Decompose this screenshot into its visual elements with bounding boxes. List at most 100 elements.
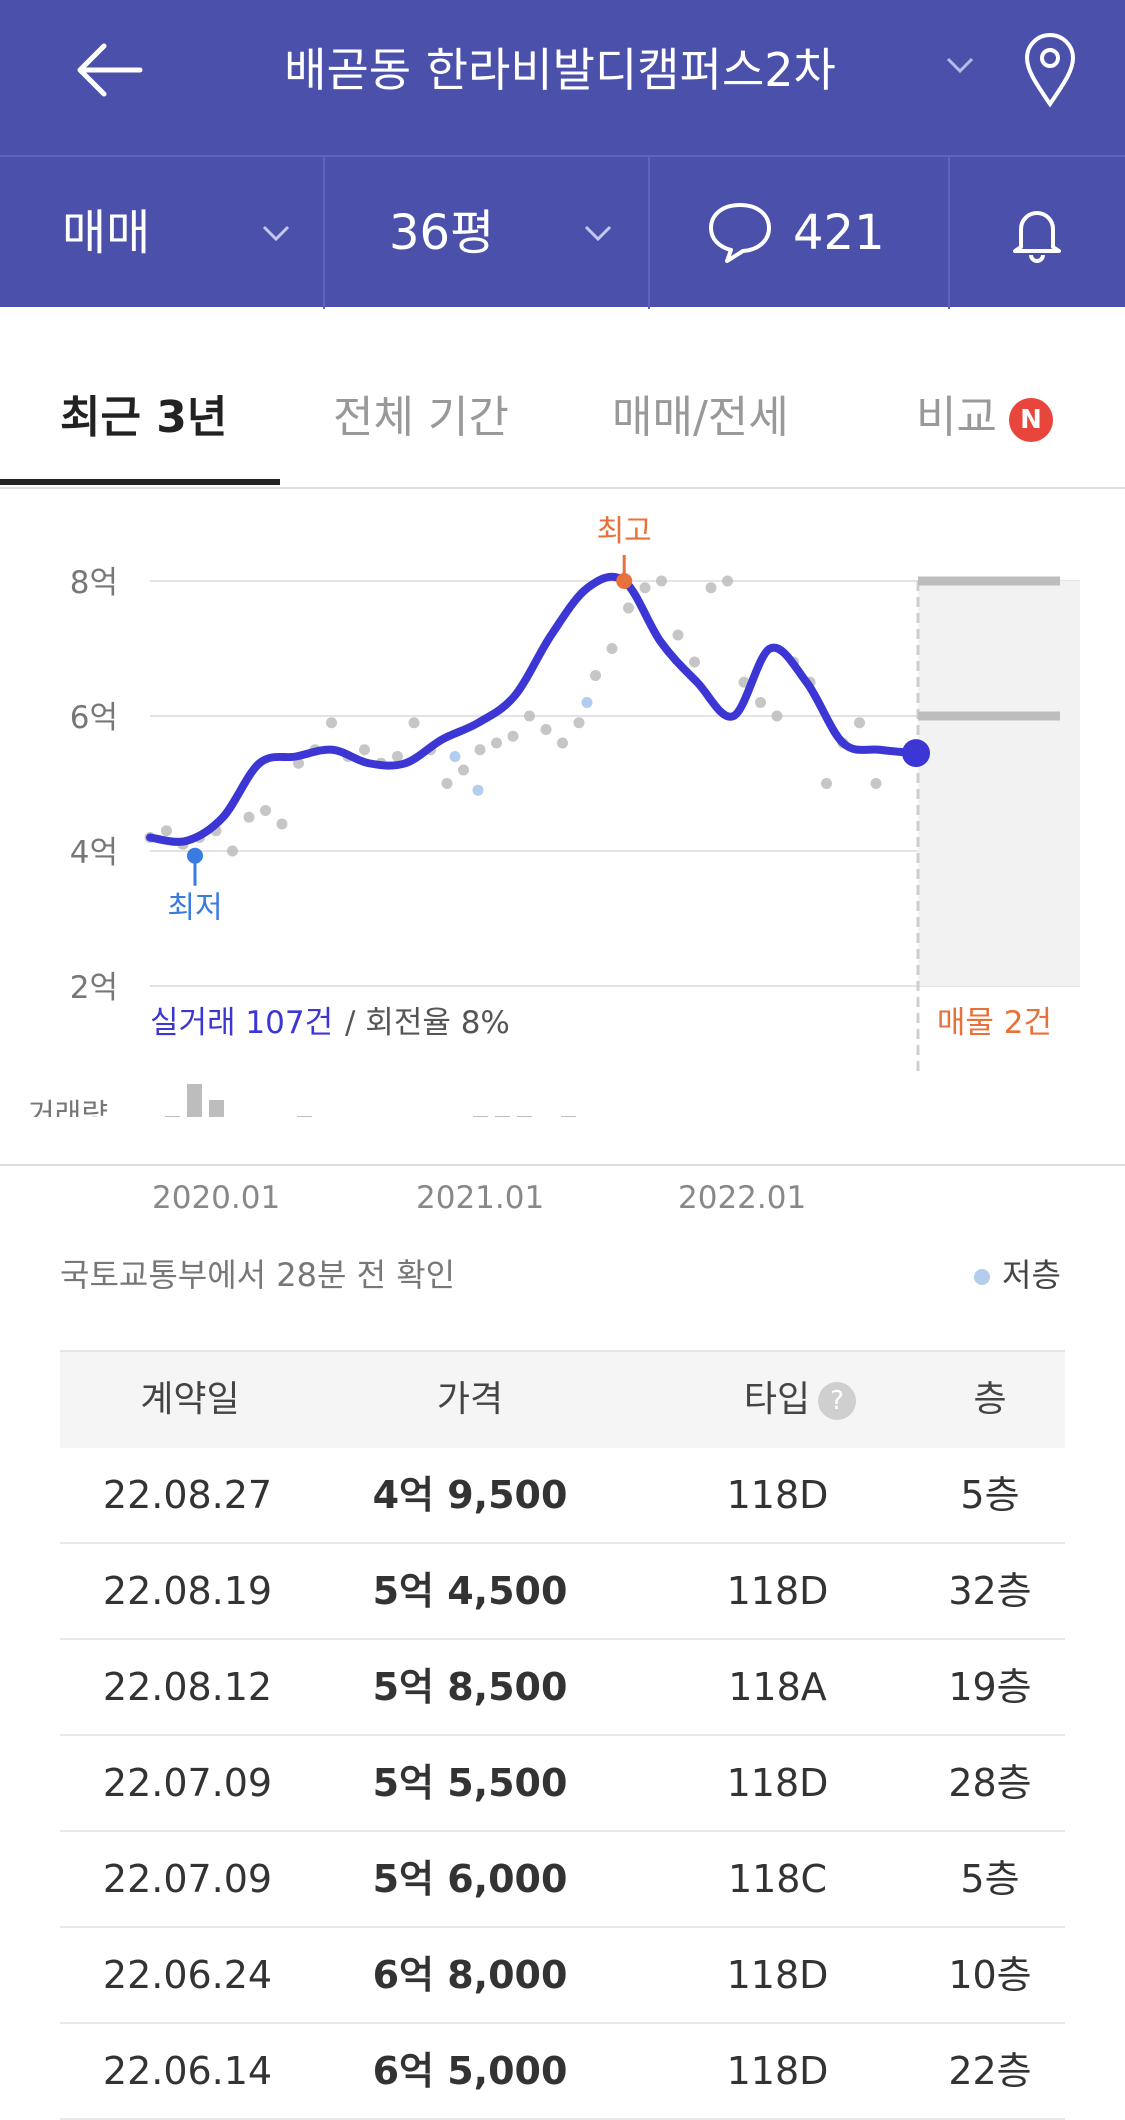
- transaction-point: [243, 811, 255, 823]
- transaction-point: [458, 764, 469, 776]
- price-trend-line: [146, 572, 920, 846]
- transaction-point: [722, 575, 733, 587]
- table-row[interactable]: 22.08.27 4억 9,500 118D 5층: [60, 1448, 1065, 1544]
- tab-sale-jeonse[interactable]: 매매/전세: [612, 392, 789, 443]
- table-row[interactable]: 22.07.09 5억 5,500 118D 28층: [60, 1736, 1065, 1832]
- size-label: 36평: [389, 205, 495, 261]
- x-axis-labels: 2020.01 2021.01 2022.01: [0, 1180, 1125, 1230]
- y-tick-label: 6억: [70, 700, 118, 736]
- cell-floor: 19층: [948, 1665, 1032, 1709]
- transaction-point: [672, 629, 684, 641]
- cell-type: 118D: [726, 1569, 829, 1613]
- transaction-point: [821, 778, 832, 789]
- cell-floor: 5층: [960, 1473, 1020, 1517]
- transaction-point: [854, 717, 865, 729]
- high-marker: [616, 573, 633, 589]
- table-row[interactable]: 22.06.14 6억 5,000 118D 22층: [60, 2024, 1065, 2120]
- size-select[interactable]: 36평: [325, 157, 650, 309]
- app-header: 배곧동 한라비발디캠퍼스2차 매매 36평 421: [0, 0, 1125, 309]
- cell-price: 5억 6,000: [372, 1857, 568, 1901]
- volume-bar: [165, 1116, 180, 1117]
- legend-low-floor-label: 저층: [1002, 1256, 1061, 1294]
- header-type: 타입?: [700, 1352, 900, 1448]
- transaction-point: [540, 724, 552, 735]
- listing-region: [918, 581, 1080, 986]
- active-tab-indicator: [0, 479, 280, 485]
- transaction-point: [870, 778, 882, 789]
- low-floor-point: [581, 697, 593, 708]
- high-label: 최고: [597, 514, 652, 549]
- cell-type: 118D: [726, 2049, 829, 2093]
- tab-recent-3-years[interactable]: 최근 3년: [60, 392, 228, 443]
- transaction-point: [359, 744, 370, 756]
- table-row[interactable]: 22.08.12 5억 8,500 118A 19층: [60, 1640, 1065, 1736]
- map-pin-icon[interactable]: [1015, 30, 1085, 110]
- bell-button[interactable]: [950, 157, 1125, 309]
- volume-bar: [209, 1100, 224, 1117]
- transaction-point: [573, 717, 585, 729]
- low-label: 최저: [167, 891, 222, 926]
- trade-count-label: 실거래 107건: [150, 1005, 333, 1041]
- cell-date: 22.06.14: [102, 2049, 273, 2093]
- transaction-point: [771, 710, 783, 722]
- cell-floor: 32층: [948, 1569, 1032, 1613]
- transactions-table: 계약일 가격 타입? 층 22.08.27 4억 9,500 118D 5층 22.08…: [60, 1350, 1065, 2120]
- comments-button[interactable]: 421: [650, 157, 950, 309]
- cell-date: 22.08.27: [102, 1473, 273, 1517]
- bell-icon: [1013, 211, 1061, 263]
- volume-label: 거래량: [28, 1097, 108, 1117]
- listing-count-label: 매물 2건: [937, 1005, 1052, 1041]
- cell-price: 4억 9,500: [372, 1473, 568, 1517]
- chevron-down-icon: [262, 225, 290, 242]
- filter-bar: 매매 36평 421: [0, 155, 1125, 309]
- low-floor-point: [449, 751, 461, 762]
- volume-bar: [517, 1116, 532, 1117]
- help-icon[interactable]: ?: [818, 1382, 857, 1420]
- transaction-point: [408, 717, 420, 729]
- x-tick-label: 2022.01: [678, 1180, 807, 1216]
- transaction-point: [161, 825, 172, 837]
- trade-type-label: 매매: [62, 205, 151, 261]
- chevron-down-icon: [584, 225, 612, 242]
- transaction-point: [441, 778, 453, 789]
- new-badge: N: [1008, 398, 1053, 442]
- transaction-point: [606, 643, 618, 654]
- y-tick-label: 2억: [70, 970, 118, 1006]
- volume-bar: [473, 1116, 488, 1117]
- transaction-point: [260, 805, 271, 816]
- tab-all-period[interactable]: 전체 기간: [333, 392, 509, 443]
- current-price-marker: [902, 739, 930, 768]
- volume-bar: [495, 1116, 510, 1117]
- back-arrow-icon[interactable]: [70, 30, 150, 110]
- trade-type-select[interactable]: 매매: [0, 157, 325, 309]
- cell-type: 118D: [726, 1473, 829, 1517]
- cell-floor: 28층: [948, 1761, 1032, 1805]
- cell-date: 22.07.09: [102, 1761, 273, 1805]
- header-price: 가격: [436, 1379, 504, 1420]
- volume-bar: [561, 1116, 576, 1117]
- cell-type: 118C: [727, 1857, 828, 1901]
- header-contract-date: 계약일: [140, 1379, 240, 1420]
- y-tick-label: 4억: [70, 835, 118, 871]
- cell-type: 118D: [726, 1953, 829, 1997]
- chevron-down-icon[interactable]: [940, 45, 980, 85]
- table-body: 22.08.27 4억 9,500 118D 5층 22.08.19 5억 4,500 11…: [60, 1448, 1065, 2120]
- transaction-point: [705, 582, 717, 594]
- complex-title[interactable]: 배곧동 한라비발디캠퍼스2차: [284, 43, 836, 97]
- cell-price: 5억 8,500: [372, 1665, 568, 1709]
- cell-floor: 5층: [960, 1857, 1020, 1901]
- transaction-point: [507, 730, 519, 742]
- cell-date: 22.08.12: [102, 1665, 273, 1709]
- cell-type: 118D: [726, 1761, 829, 1805]
- table-row[interactable]: 22.08.19 5억 4,500 118D 32층: [60, 1544, 1065, 1640]
- transaction-point: [326, 717, 337, 729]
- data-source-note: 국토교통부에서 28분 전 확인: [60, 1256, 456, 1294]
- cell-date: 22.08.19: [102, 1569, 273, 1613]
- volume-bar: [297, 1116, 312, 1117]
- tab-compare[interactable]: 비교 N: [916, 355, 1053, 487]
- table-row[interactable]: 22.06.24 6억 8,000 118D 10층: [60, 1928, 1065, 2024]
- cell-date: 22.07.09: [102, 1857, 273, 1901]
- period-tabs: 최근 3년 전체 기간 매매/전세 비교 N: [0, 355, 1125, 489]
- table-row[interactable]: 22.07.09 5억 6,000 118C 5층: [60, 1832, 1065, 1928]
